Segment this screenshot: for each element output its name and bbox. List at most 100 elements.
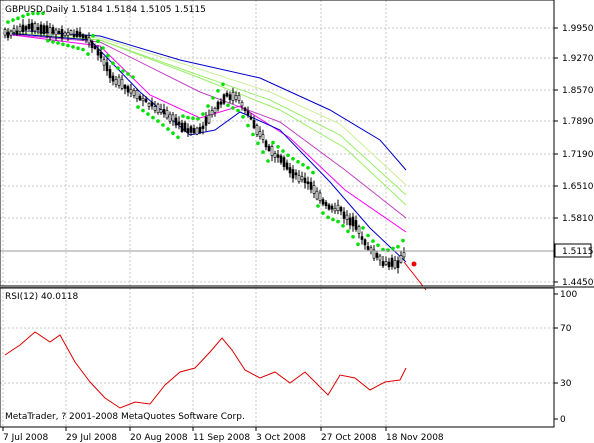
- sar-dot: [21, 14, 25, 18]
- candle-body: [33, 23, 37, 32]
- candle-body: [126, 86, 130, 93]
- parabolic-sar-series: [6, 11, 405, 252]
- date-tick-label: 29 Jul 2008: [66, 433, 117, 443]
- sar-dot: [121, 69, 125, 73]
- candle-body: [132, 90, 136, 96]
- candle-body: [357, 226, 361, 234]
- sar-dot: [321, 211, 325, 215]
- candle-body: [324, 202, 328, 206]
- sar-dot: [306, 166, 310, 170]
- candle-body: [255, 125, 259, 135]
- candle-body: [12, 28, 16, 33]
- candle-body: [219, 101, 223, 105]
- candle-body: [177, 121, 181, 125]
- candle-body: [267, 145, 271, 152]
- candle-body: [90, 40, 94, 48]
- rsi-indicator-window[interactable]: RSI(12) 40.0118 MetaTrader, ? 2001-2008 …: [0, 287, 577, 428]
- sar-dot: [66, 43, 70, 48]
- candle-body: [378, 255, 382, 261]
- candle-body: [234, 95, 238, 100]
- candle-body: [396, 260, 400, 269]
- candle-body: [285, 162, 289, 170]
- date-tick-label: 11 Sep 2008: [193, 433, 250, 443]
- window-separator[interactable]: [0, 286, 594, 288]
- sar-dot: [46, 38, 50, 43]
- candle-body: [336, 204, 340, 211]
- ma-slowest-line: [4, 29, 407, 171]
- projection-line: [403, 261, 427, 291]
- candle-body: [192, 128, 196, 133]
- candle-body: [246, 110, 250, 116]
- rsi-grid: [0, 288, 554, 427]
- candle-body: [381, 261, 385, 267]
- candle-body: [183, 122, 187, 132]
- candle-body: [174, 117, 178, 126]
- candle-body: [216, 101, 220, 110]
- candle-body: [108, 69, 112, 79]
- sar-dot: [256, 141, 260, 146]
- sar-dot: [151, 115, 155, 120]
- sar-dot: [236, 108, 240, 113]
- candle-body: [39, 24, 43, 34]
- sar-dot: [101, 46, 105, 50]
- candle-body: [384, 261, 388, 265]
- candle-body: [189, 126, 193, 133]
- candle-body: [69, 30, 73, 35]
- candle-body: [198, 127, 202, 134]
- sar-dot: [291, 157, 295, 161]
- sar-dot: [26, 12, 30, 17]
- sar-dot: [76, 46, 80, 50]
- sar-dot: [111, 61, 115, 65]
- candle-body: [141, 98, 145, 102]
- rsi-axis-ticks: 100 70 30 0: [554, 290, 577, 425]
- main-grid: [0, 0, 554, 286]
- candle-body: [399, 255, 403, 263]
- sar-dot: [376, 243, 380, 248]
- main-price-window[interactable]: GBPUSD,Daily 1.5184 1.5184 1.5105 1.5115: [0, 0, 555, 291]
- candle-body: [279, 155, 283, 163]
- candle-body: [144, 98, 148, 103]
- candle-body: [150, 101, 154, 107]
- sar-dot: [201, 112, 205, 116]
- candle-body: [294, 172, 298, 176]
- sar-dot: [401, 238, 405, 243]
- candle-body: [261, 134, 265, 140]
- sar-dot: [116, 66, 120, 70]
- sar-dot: [331, 217, 335, 222]
- candle-body: [153, 106, 157, 111]
- sar-dot: [56, 41, 60, 45]
- candle-body: [363, 239, 367, 246]
- candle-body: [333, 208, 337, 212]
- sar-dot: [146, 112, 150, 116]
- candle-body: [273, 153, 277, 158]
- candle-body: [3, 29, 7, 36]
- candle-body: [354, 220, 358, 230]
- candle-body: [60, 28, 64, 39]
- sar-dot: [261, 150, 265, 154]
- current-price-tag-text: 1.5115: [562, 247, 594, 257]
- rsi-window-frame: [0, 287, 555, 428]
- candle-body: [258, 131, 262, 137]
- sar-dot: [271, 140, 275, 145]
- candle-body: [288, 167, 292, 174]
- sar-dot: [366, 233, 370, 238]
- sar-dot: [11, 18, 15, 22]
- candle-body: [102, 59, 106, 66]
- candlestick-series: [3, 18, 406, 274]
- candle-body: [270, 146, 274, 156]
- candle-body: [57, 30, 61, 34]
- candle-body: [111, 75, 115, 82]
- sar-dot: [346, 229, 350, 234]
- candle-body: [315, 190, 319, 200]
- candle-body: [9, 30, 13, 36]
- candle-body: [291, 169, 295, 179]
- sar-dot: [296, 160, 300, 164]
- candle-body: [309, 181, 313, 190]
- candle-body: [375, 253, 379, 258]
- candle-body: [84, 35, 88, 39]
- candle-body: [327, 204, 331, 210]
- candle-body: [51, 27, 55, 34]
- candle-body: [390, 257, 394, 267]
- ma-short-line: [4, 32, 407, 263]
- candle-body: [27, 23, 31, 30]
